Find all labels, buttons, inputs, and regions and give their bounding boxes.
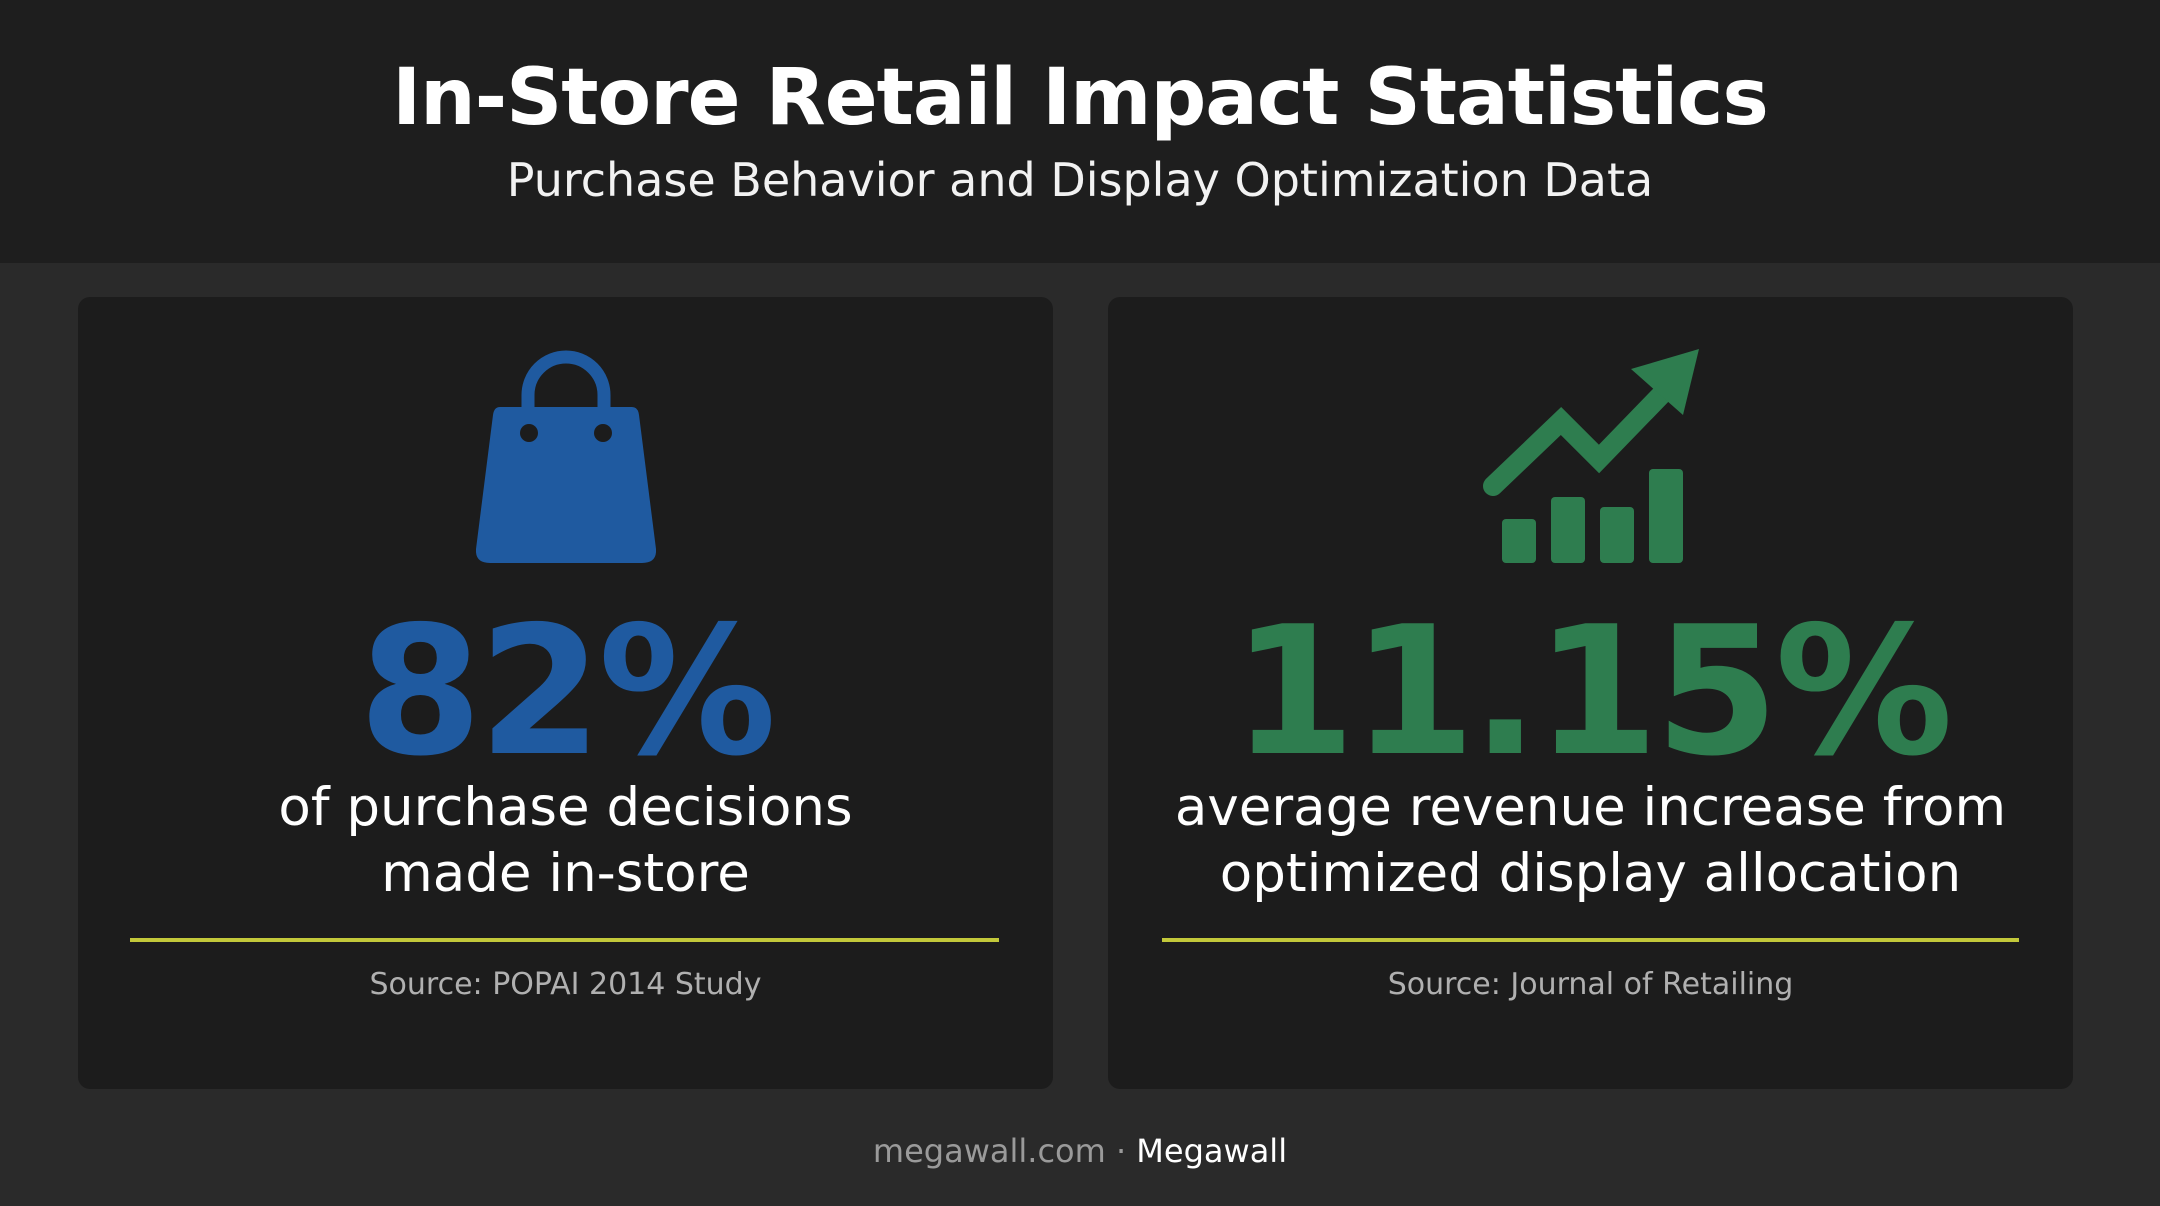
stat-value: 82%	[358, 588, 776, 795]
stat-description-line-2: optimized display allocation	[1219, 843, 1962, 904]
header: In-Store Retail Impact Statistics Purcha…	[0, 0, 2160, 263]
footer-brand: Megawall	[1136, 1132, 1288, 1170]
shopping-bag-icon	[475, 349, 656, 569]
stat-description-line-1: of purchase decisions	[278, 777, 853, 838]
stat-description: average revenue increase from optimized …	[1148, 775, 2033, 907]
footer: megawall.com · Megawall	[0, 1129, 2160, 1173]
divider	[130, 938, 999, 942]
stat-value: 11.15%	[1231, 588, 1953, 795]
stat-description: of purchase decisions made in-store	[118, 775, 1013, 907]
divider	[1162, 938, 2019, 942]
footer-site: megawall.com	[872, 1132, 1106, 1170]
stat-card-revenue-increase: 11.15% average revenue increase from opt…	[1108, 297, 2073, 1089]
footer-separator: ·	[1105, 1132, 1137, 1170]
page-title: In-Store Retail Impact Statistics	[392, 53, 1769, 143]
page-subtitle: Purchase Behavior and Display Optimizati…	[506, 153, 1654, 207]
source-label: Source: POPAI 2014 Study	[369, 967, 762, 1002]
stat-description-line-2: made in-store	[381, 843, 750, 904]
source-label: Source: Journal of Retailing	[1387, 967, 1794, 1002]
growth-chart-icon	[1481, 349, 1701, 569]
stat-card-purchase-decisions: 82% of purchase decisions made in-store …	[78, 297, 1053, 1089]
stat-description-line-1: average revenue increase from	[1174, 777, 2007, 838]
